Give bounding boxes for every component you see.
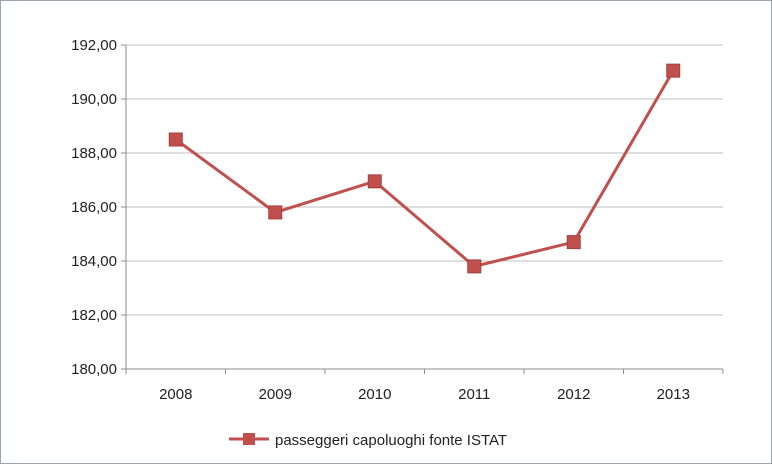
legend-square-marker-icon <box>243 433 255 445</box>
axes <box>121 44 724 374</box>
y-tick-label: 180,00 <box>71 361 117 378</box>
y-tick-labels: 180,00 182,00 184,00 186,00 188,00 190,00 192,… <box>71 37 117 378</box>
y-tick-label: 190,00 <box>71 91 117 108</box>
y-tick-label: 188,00 <box>71 145 117 162</box>
gridlines <box>126 44 723 316</box>
x-tick-label: 2013 <box>657 386 690 403</box>
data-point-marker <box>566 235 581 250</box>
legend-label: passeggeri capoluoghi fonte ISTAT <box>275 432 507 449</box>
data-point-marker <box>367 174 382 189</box>
data-point-marker <box>268 205 283 220</box>
x-tick-label: 2010 <box>358 386 391 403</box>
x-tick-label: 2009 <box>259 386 292 403</box>
y-tick-label: 186,00 <box>71 199 117 216</box>
y-tick-label: 192,00 <box>71 37 117 54</box>
data-point-marker <box>666 63 681 78</box>
x-tick-label: 2008 <box>159 386 192 403</box>
y-tick-label: 184,00 <box>71 253 117 270</box>
series-line <box>174 69 675 268</box>
data-point-marker <box>168 132 183 147</box>
data-point-marker <box>467 259 482 274</box>
legend: passeggeri capoluoghi fonte ISTAT <box>229 432 507 449</box>
y-tick-label: 182,00 <box>71 307 117 324</box>
x-tick-label: 2012 <box>557 386 590 403</box>
series <box>168 63 681 274</box>
x-tick-label: 2011 <box>458 386 490 403</box>
x-tick-labels: 2008 2009 2010 2011 2012 2013 <box>159 386 690 403</box>
